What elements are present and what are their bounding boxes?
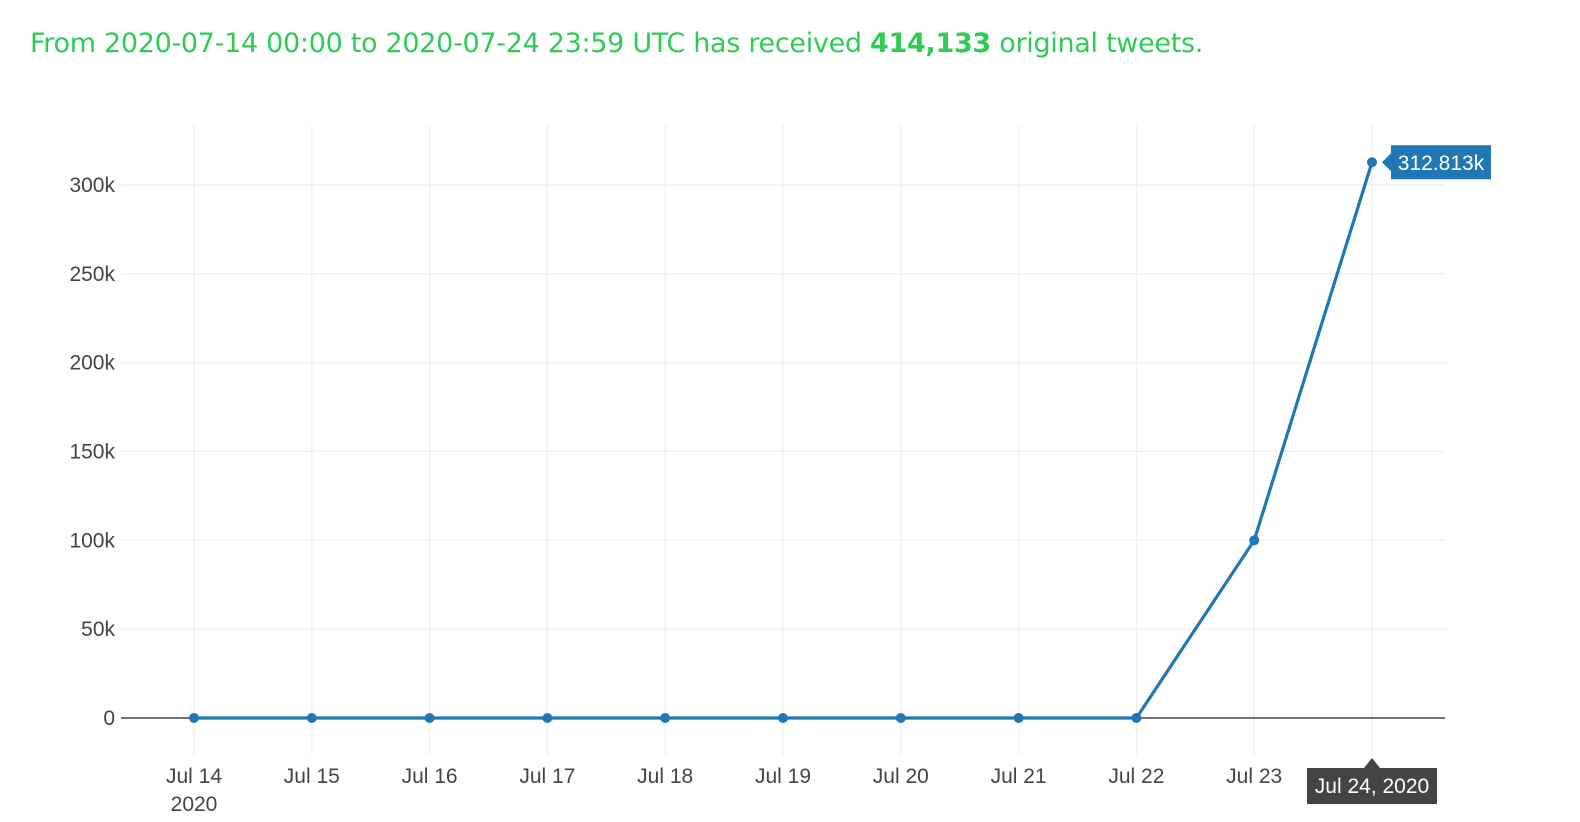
- value-tooltip-label: 312.813k: [1398, 152, 1485, 175]
- value-tooltip-box: [1382, 145, 1491, 180]
- data-point[interactable]: [778, 713, 788, 723]
- y-tick-label: 0: [103, 707, 115, 730]
- x-tick-label: Jul 18: [637, 765, 693, 788]
- headline-suffix: original tweets.: [990, 28, 1204, 59]
- data-point[interactable]: [189, 713, 199, 723]
- x-hover-box: [1307, 758, 1437, 804]
- y-tick-label: 100k: [69, 529, 115, 552]
- x-tick-year-label: 2020: [171, 793, 218, 816]
- axis-layer: 0 50k 100k 150k 200k 250k 300k Jul 14 Jul 15 Jul …: [69, 174, 1445, 816]
- data-point[interactable]: [1249, 535, 1260, 546]
- data-point[interactable]: [1131, 713, 1142, 723]
- series-layer[interactable]: [189, 157, 1377, 723]
- x-tick-label: Jul 17: [519, 765, 575, 788]
- y-tick-label: 250k: [69, 263, 115, 286]
- data-point[interactable]: [895, 713, 906, 723]
- x-tick-label: Jul 20: [873, 765, 929, 788]
- data-point[interactable]: [660, 713, 671, 723]
- x-tick-label: Jul 19: [755, 765, 811, 788]
- data-point[interactable]: [1367, 157, 1377, 168]
- headline-count: 414,133: [870, 28, 991, 59]
- x-tick-label: Jul 21: [991, 765, 1047, 788]
- x-tick-label: Jul 16: [402, 765, 458, 788]
- y-tick-label: 200k: [69, 352, 115, 375]
- data-point[interactable]: [306, 713, 317, 723]
- headline: From 2020-07-14 00:00 to 2020-07-24 23:5…: [30, 22, 1203, 66]
- headline-prefix: From 2020-07-14 00:00 to 2020-07-24 23:5…: [30, 28, 871, 59]
- x-tick-label: Jul 22: [1108, 765, 1164, 788]
- data-point[interactable]: [542, 713, 553, 723]
- x-tick-label: Jul 23: [1226, 765, 1282, 788]
- x-tick-label: Jul 14: [166, 765, 222, 788]
- x-tick-label: Jul 15: [284, 765, 340, 788]
- y-tick-label: 50k: [81, 618, 115, 641]
- hover-layer: 312.813k Jul 24, 2020: [1307, 145, 1491, 804]
- data-point[interactable]: [1013, 713, 1024, 723]
- data-point[interactable]: [424, 713, 435, 723]
- y-tick-label: 150k: [69, 441, 115, 464]
- x-hover-label: Jul 24, 2020: [1315, 775, 1429, 798]
- y-tick-label: 300k: [69, 174, 115, 197]
- grid-layer: [121, 125, 1445, 755]
